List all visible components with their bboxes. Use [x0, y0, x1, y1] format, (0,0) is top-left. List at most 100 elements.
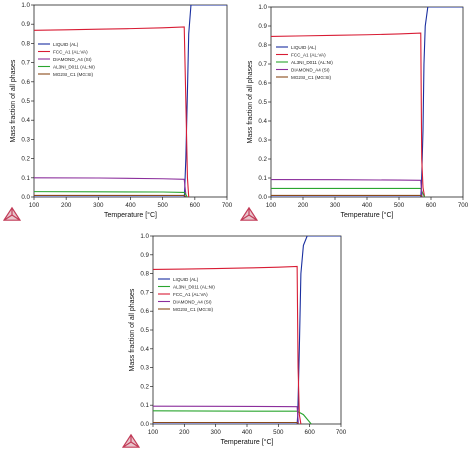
chart-panel: 100 200 300 400 500 600 700 0.0 0.1 0.2 0.3 0.4 0.5 0… [121, 233, 347, 448]
legend-entry: MG2SI_C1 (MG:SI) [291, 75, 332, 80]
y-tick-label: 0.4 [258, 118, 267, 125]
legend-entry: FCC_A1 (AL:VA) [291, 52, 326, 57]
y-tick-label: 0.8 [140, 271, 149, 278]
x-tick-label: 400 [125, 202, 136, 209]
series-line [34, 5, 227, 197]
x-tick-label: 600 [305, 429, 316, 436]
series-line [153, 265, 302, 424]
y-tick-label: 0.3 [140, 365, 149, 372]
legend: LIQUID (AL) FCC_A1 (AL:VA) AL3NI_D011 (AL:… [276, 45, 333, 80]
logo-spoke [248, 214, 258, 221]
series-line [34, 177, 187, 197]
series-line [271, 32, 426, 197]
y-tick-label: 0.8 [21, 40, 30, 47]
series-line [153, 405, 299, 424]
legend-entry: FCC_A1 (AL:VA) [173, 292, 208, 297]
y-tick-label: 1.0 [140, 233, 149, 240]
logo-spoke [122, 441, 132, 448]
x-tick-label: 100 [266, 202, 277, 209]
x-axis-label: Temperature [°C] [104, 211, 157, 219]
plot-frame [33, 4, 228, 198]
legend-entry: AL3NI_D011 (AL:NI) [53, 64, 95, 69]
series-line [271, 178, 423, 197]
y-tick-label: 0.2 [140, 383, 149, 390]
legend: LIQUID (AL) AL3NI_D011 (AL:NI) FCC_A1 (AL:… [158, 277, 215, 312]
x-axis-label: Temperature [°C] [341, 211, 394, 219]
logo-spoke [130, 441, 140, 448]
y-tick-label: 0.3 [21, 136, 30, 143]
x-tick-label: 200 [298, 202, 309, 209]
y-tick-label: 0.0 [140, 421, 149, 428]
x-tick-label: 600 [426, 202, 437, 209]
logo-spoke [11, 214, 21, 221]
logo-spoke [240, 214, 250, 221]
legend-entry: MG2SI_C1 (MG:SI) [173, 307, 214, 312]
y-axis-label: Mass fraction of all phases [129, 288, 136, 371]
legend-entry: DIAMOND_A4 (SI) [53, 57, 92, 62]
x-tick-label: 500 [158, 202, 169, 209]
y-tick-label: 0.7 [21, 60, 30, 67]
x-tick-label: 300 [93, 202, 104, 209]
y-tick-label: 0.4 [140, 346, 149, 353]
y-axis-label: Mass fraction of all phases [10, 59, 17, 142]
y-tick-label: 1.0 [21, 2, 30, 9]
triangle-logo-icon [2, 206, 22, 221]
series-line [34, 194, 186, 197]
y-tick-label: 0.4 [21, 117, 30, 124]
chart-panel: 100 200 300 400 500 600 700 0.0 0.1 0.2 0.3 0.4 0.5 0… [2, 2, 233, 221]
legend-entry: MG2SI_C1 (MG:SI) [53, 72, 94, 77]
y-tick-label: 0.6 [258, 80, 267, 87]
x-tick-label: 700 [336, 429, 347, 436]
legend-entry: DIAMOND_A4 (SI) [291, 67, 330, 72]
y-tick-label: 0.5 [258, 99, 267, 106]
y-tick-label: 0.9 [258, 23, 267, 30]
y-tick-label: 0.6 [21, 79, 30, 86]
y-tick-label: 0.1 [140, 402, 149, 409]
y-tick-label: 0.3 [258, 137, 267, 144]
y-tick-label: 0.5 [21, 98, 30, 105]
x-tick-label: 100 [29, 202, 40, 209]
y-tick-label: 0.8 [258, 42, 267, 49]
legend-entry: LIQUID (AL) [173, 277, 199, 282]
legend-entry: AL3NI_D011 (AL:NI) [291, 60, 333, 65]
chart-panel: 100 200 300 400 500 600 700 0.0 0.1 0.2 0.3 0.4 0.5 0… [239, 4, 469, 221]
x-tick-label: 500 [273, 429, 284, 436]
y-tick-label: 0.1 [21, 175, 30, 182]
x-tick-label: 200 [179, 429, 190, 436]
series-line [34, 26, 190, 197]
y-tick-label: 0.7 [140, 289, 149, 296]
y-tick-label: 0.6 [140, 308, 149, 315]
logo-spoke [3, 214, 13, 221]
legend-entry: LIQUID (AL) [291, 45, 317, 50]
x-tick-label: 700 [222, 202, 233, 209]
y-tick-label: 1.0 [258, 4, 267, 11]
series-line [271, 187, 426, 197]
x-tick-label: 600 [190, 202, 201, 209]
y-tick-label: 0.2 [21, 156, 30, 163]
legend-entry: LIQUID (AL) [53, 42, 79, 47]
x-tick-label: 400 [242, 429, 253, 436]
legend-entry: DIAMOND_A4 (SI) [173, 299, 212, 304]
series-line [34, 191, 188, 197]
x-tick-label: 300 [330, 202, 341, 209]
series-line [153, 236, 341, 424]
y-tick-label: 0.5 [140, 327, 149, 334]
series-line [271, 7, 463, 197]
plot-frame [152, 235, 342, 425]
x-tick-label: 400 [362, 202, 373, 209]
y-tick-label: 0.0 [258, 194, 267, 201]
y-tick-label: 0.7 [258, 61, 267, 68]
x-tick-label: 300 [211, 429, 222, 436]
y-tick-label: 0.1 [258, 175, 267, 182]
series-line [153, 421, 299, 424]
y-tick-label: 0.0 [21, 194, 30, 201]
series-line [271, 194, 423, 197]
triangle-logo-icon [121, 433, 141, 448]
legend: LIQUID (AL) FCC_A1 (AL:VA) DIAMOND_A4 (SI)… [38, 42, 95, 77]
y-tick-label: 0.2 [258, 156, 267, 163]
legend-entry: AL3NI_D011 (AL:NI) [173, 284, 215, 289]
x-tick-label: 500 [394, 202, 405, 209]
x-tick-label: 700 [458, 202, 469, 209]
y-tick-label: 0.9 [140, 252, 149, 259]
